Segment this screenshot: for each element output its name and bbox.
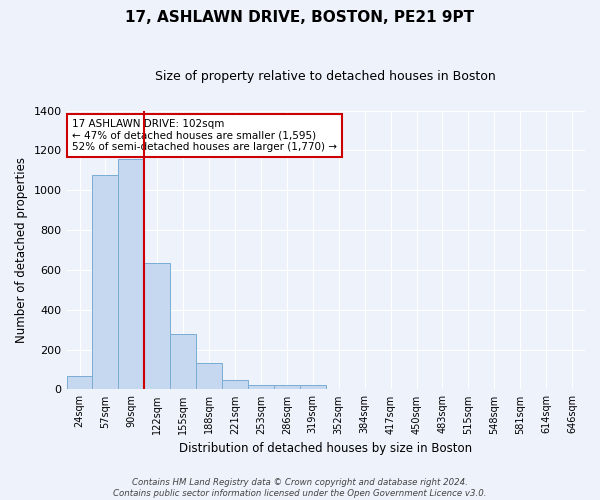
Bar xyxy=(222,380,248,390)
X-axis label: Distribution of detached houses by size in Boston: Distribution of detached houses by size … xyxy=(179,442,472,455)
Title: Size of property relative to detached houses in Boston: Size of property relative to detached ho… xyxy=(155,70,496,83)
Text: 17 ASHLAWN DRIVE: 102sqm
← 47% of detached houses are smaller (1,595)
52% of sem: 17 ASHLAWN DRIVE: 102sqm ← 47% of detach… xyxy=(72,119,337,152)
Bar xyxy=(170,334,196,390)
Bar xyxy=(274,386,300,390)
Bar xyxy=(92,176,118,390)
Bar xyxy=(300,386,326,390)
Text: Contains HM Land Registry data © Crown copyright and database right 2024.
Contai: Contains HM Land Registry data © Crown c… xyxy=(113,478,487,498)
Bar xyxy=(196,362,222,390)
Bar xyxy=(248,386,274,390)
Text: 17, ASHLAWN DRIVE, BOSTON, PE21 9PT: 17, ASHLAWN DRIVE, BOSTON, PE21 9PT xyxy=(125,10,475,25)
Bar xyxy=(145,263,170,390)
Bar xyxy=(118,160,145,390)
Bar xyxy=(67,376,92,390)
Y-axis label: Number of detached properties: Number of detached properties xyxy=(15,157,28,343)
